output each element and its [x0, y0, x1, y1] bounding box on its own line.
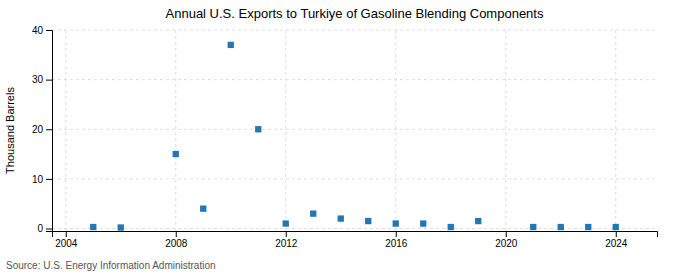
grid-line [615, 30, 616, 231]
grid-line [395, 30, 396, 231]
point [255, 126, 261, 132]
axis-line [53, 232, 658, 238]
tick: 2020 [495, 231, 518, 249]
tick: 2024 [605, 231, 628, 249]
tick-label: 2004 [55, 238, 78, 249]
tick-label: 2020 [495, 238, 518, 249]
plot-area: 2004 2008 2012 2016 2020 2024 0 10 20 30 40 [32, 25, 658, 249]
tick-mark [396, 231, 397, 237]
point [448, 224, 454, 230]
point [365, 218, 371, 224]
tick-mark [46, 80, 52, 81]
point [338, 215, 344, 221]
point [613, 224, 619, 230]
tick-label: 2008 [165, 238, 188, 249]
point [310, 210, 316, 216]
tick: 2008 [165, 231, 188, 249]
grid-line [175, 30, 176, 231]
grid-line [52, 129, 657, 130]
x-grid [66, 30, 616, 231]
grid-line [505, 30, 506, 231]
tick-mark [506, 231, 507, 237]
y-axis-label: Thousand Barrels [4, 87, 16, 174]
tick-label: 2024 [605, 238, 628, 249]
annotation: Source: U.S. Energy Information Administ… [6, 260, 216, 271]
point [118, 224, 124, 230]
point [90, 224, 96, 230]
point [283, 220, 289, 226]
grid-line [52, 30, 657, 31]
tick-mark [616, 231, 617, 237]
axis-line [46, 31, 53, 232]
tick: 2016 [385, 231, 408, 249]
point [530, 224, 536, 230]
tick-label: 2016 [385, 238, 408, 249]
point [558, 224, 564, 230]
chart: 2004 2008 2012 2016 2020 2024 0 10 20 30 40 Annual … [0, 0, 675, 275]
point [475, 218, 481, 224]
tick-mark [66, 231, 67, 237]
tick-label: 20 [32, 124, 44, 135]
tick-mark [286, 231, 287, 237]
point [420, 220, 426, 226]
tick-label: 10 [32, 174, 44, 185]
grid-line [52, 178, 657, 179]
tick-mark [46, 179, 52, 180]
tick-label: 0 [37, 223, 43, 234]
tick: 2004 [55, 231, 78, 249]
tick: 20 [32, 124, 52, 135]
y-axis: 0 10 20 30 40 [32, 25, 53, 235]
point [585, 224, 591, 230]
tick-mark [46, 30, 52, 31]
point [200, 206, 206, 212]
grid-line [65, 30, 66, 231]
point [393, 220, 399, 226]
tick-label: 30 [32, 74, 44, 85]
x-axis: 2004 2008 2012 2016 2020 2024 [53, 231, 658, 249]
tick-mark [176, 231, 177, 237]
points [90, 42, 619, 231]
point [228, 42, 234, 48]
tick: 10 [32, 174, 52, 185]
tick: 2012 [275, 231, 298, 249]
tick-mark [46, 129, 52, 130]
tick-mark [46, 229, 52, 230]
tick-label: 40 [32, 25, 44, 36]
grid-line [52, 228, 657, 229]
grid-line [285, 30, 286, 231]
tick-label: 2012 [275, 238, 298, 249]
grid-line [52, 79, 657, 80]
point [173, 151, 179, 157]
tick: 30 [32, 74, 52, 85]
tick: 40 [32, 25, 52, 36]
tick: 0 [37, 223, 52, 234]
title: Annual U.S. Exports to Turkiye of Gasoli… [166, 6, 544, 21]
y-grid [52, 30, 657, 229]
